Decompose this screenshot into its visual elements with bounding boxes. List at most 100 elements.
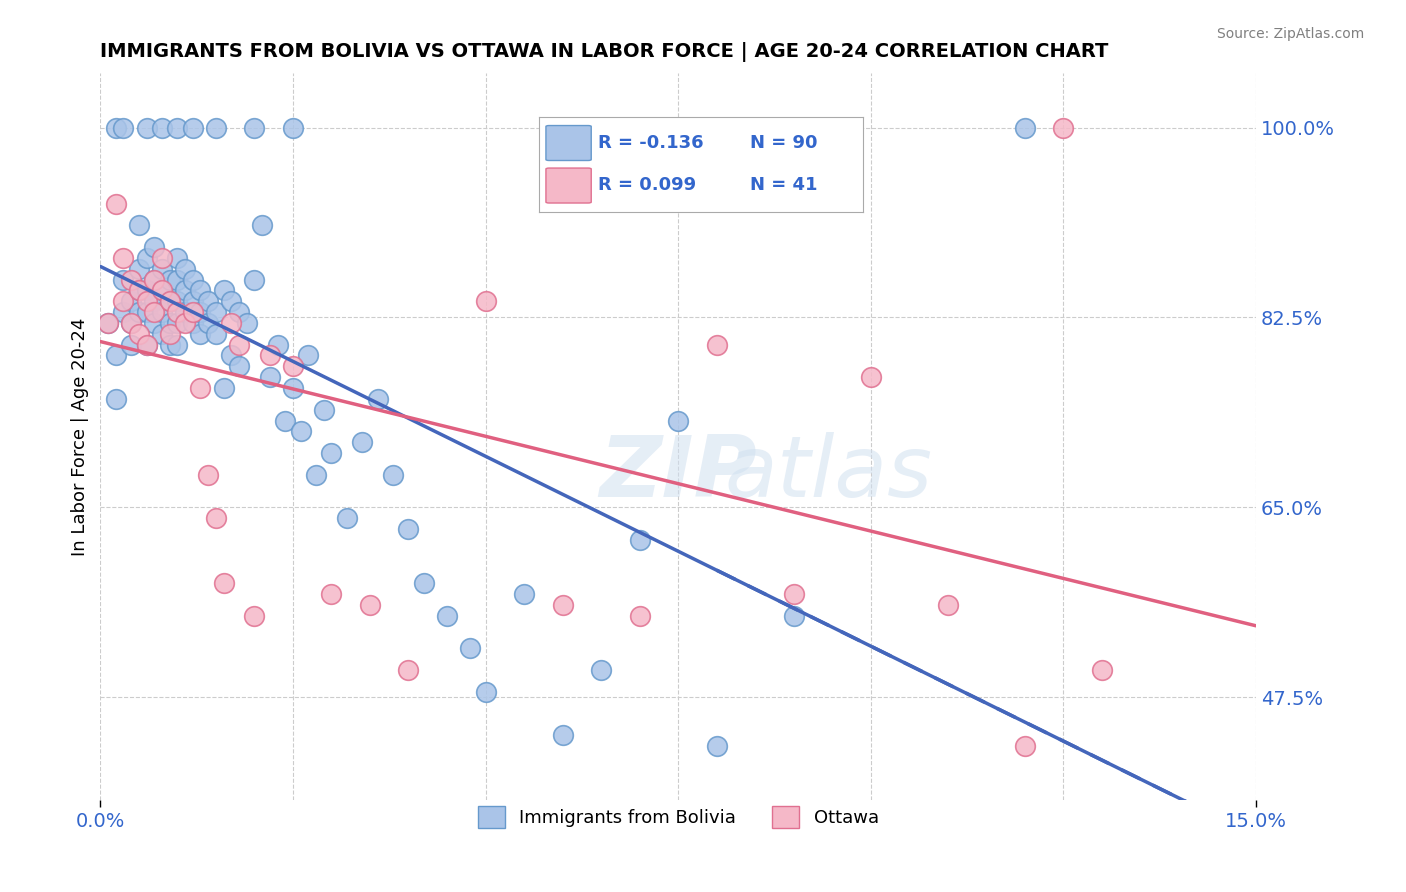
Point — [181, 272, 204, 286]
Point — [706, 337, 728, 351]
Point — [205, 326, 228, 341]
Point — [104, 196, 127, 211]
Point — [104, 349, 127, 363]
Point — [412, 576, 434, 591]
Legend: Immigrants from Bolivia, Ottawa: Immigrants from Bolivia, Ottawa — [471, 798, 886, 835]
Point — [235, 316, 257, 330]
Point — [782, 587, 804, 601]
Point — [135, 337, 157, 351]
Point — [359, 598, 381, 612]
Point — [166, 120, 188, 135]
Point — [205, 120, 228, 135]
Text: Source: ZipAtlas.com: Source: ZipAtlas.com — [1216, 27, 1364, 41]
Point — [128, 305, 150, 319]
Point — [150, 251, 173, 265]
Point — [150, 284, 173, 298]
Text: ZIP: ZIP — [599, 432, 756, 515]
Point — [159, 316, 181, 330]
Point — [190, 381, 212, 395]
Point — [1052, 120, 1074, 135]
Point — [181, 305, 204, 319]
Point — [135, 120, 157, 135]
Point — [150, 284, 173, 298]
Point — [97, 316, 120, 330]
Point — [281, 381, 304, 395]
Point — [859, 370, 882, 384]
Point — [228, 305, 250, 319]
Point — [181, 294, 204, 309]
Point — [181, 316, 204, 330]
Point — [159, 326, 181, 341]
Point — [205, 511, 228, 525]
Point — [174, 305, 197, 319]
Point — [321, 587, 343, 601]
Point — [266, 337, 288, 351]
Point — [382, 467, 405, 482]
Point — [398, 522, 420, 536]
Point — [190, 305, 212, 319]
Point — [120, 294, 142, 309]
Point — [166, 272, 188, 286]
Point — [120, 316, 142, 330]
Point — [228, 337, 250, 351]
Point — [159, 294, 181, 309]
Point — [120, 337, 142, 351]
Point — [120, 272, 142, 286]
Point — [174, 316, 197, 330]
Text: atlas: atlas — [724, 432, 932, 515]
Point — [143, 272, 166, 286]
Point — [104, 392, 127, 406]
Point — [166, 305, 188, 319]
Point — [159, 337, 181, 351]
Point — [221, 316, 243, 330]
Point — [166, 316, 188, 330]
Point — [150, 261, 173, 276]
Text: IMMIGRANTS FROM BOLIVIA VS OTTAWA IN LABOR FORCE | AGE 20-24 CORRELATION CHART: IMMIGRANTS FROM BOLIVIA VS OTTAWA IN LAB… — [100, 42, 1109, 62]
Point — [166, 251, 188, 265]
Point — [190, 326, 212, 341]
Point — [143, 316, 166, 330]
Point — [166, 294, 188, 309]
Point — [274, 413, 297, 427]
Point — [666, 413, 689, 427]
Y-axis label: In Labor Force | Age 20-24: In Labor Force | Age 20-24 — [72, 318, 89, 556]
Point — [1014, 120, 1036, 135]
Point — [1014, 739, 1036, 753]
Point — [143, 240, 166, 254]
Point — [159, 272, 181, 286]
Point — [290, 425, 312, 439]
Point — [135, 337, 157, 351]
Point — [112, 305, 135, 319]
Point — [197, 294, 219, 309]
Point — [591, 663, 613, 677]
Point — [367, 392, 389, 406]
Point — [458, 641, 481, 656]
Point — [181, 120, 204, 135]
Point — [321, 446, 343, 460]
Point — [128, 284, 150, 298]
Point — [128, 261, 150, 276]
Point — [243, 272, 266, 286]
Point — [513, 587, 536, 601]
Point — [628, 533, 651, 547]
Point — [143, 294, 166, 309]
Point — [174, 284, 197, 298]
Point — [243, 120, 266, 135]
Point — [197, 467, 219, 482]
Point — [197, 316, 219, 330]
Point — [312, 402, 335, 417]
Point — [212, 576, 235, 591]
Point — [297, 349, 319, 363]
Point — [128, 326, 150, 341]
Point — [228, 359, 250, 374]
Point — [1091, 663, 1114, 677]
Point — [221, 349, 243, 363]
Point — [398, 663, 420, 677]
Point — [150, 305, 173, 319]
Point — [305, 467, 328, 482]
Point — [259, 370, 281, 384]
Point — [212, 284, 235, 298]
Point — [150, 326, 173, 341]
Point — [143, 272, 166, 286]
Point — [336, 511, 359, 525]
